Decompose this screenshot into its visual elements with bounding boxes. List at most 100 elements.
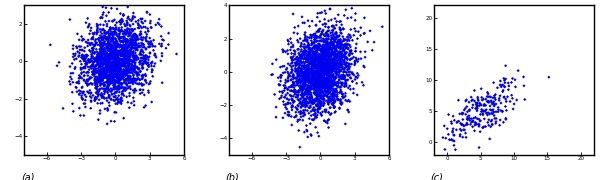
Point (112, 44, 122, 47)
Point (309, 77, 319, 80)
Point (115, 35, 124, 38)
Point (99, 48, 109, 51)
Point (127, 65, 136, 68)
Point (109, 38, 118, 41)
Point (290, 50, 300, 53)
Point (93, 61, 103, 64)
Point (314, 84, 323, 86)
Point (343, 109, 353, 111)
Point (335, 38, 345, 41)
Point (314, 82, 323, 85)
Point (120, 73, 130, 76)
Point (455, 135, 465, 138)
Point (493, 110, 503, 113)
Point (113, 56, 122, 59)
Point (301, 35, 310, 38)
Point (132, 35, 142, 38)
Point (113, 35, 123, 38)
Point (323, 102, 333, 104)
Point (114, 77, 124, 80)
Point (121, 48, 130, 51)
Point (304, 80, 313, 83)
Point (103, 63, 112, 66)
Point (131, 47, 141, 50)
Point (100, 88, 109, 91)
Point (91, 87, 101, 90)
Point (335, 55, 344, 58)
Point (116, 63, 126, 66)
Point (305, 51, 314, 54)
Point (304, 76, 313, 79)
Point (316, 63, 325, 66)
Point (316, 61, 325, 64)
Point (130, 87, 140, 90)
Point (316, 89, 325, 92)
Point (331, 53, 341, 55)
Point (295, 57, 304, 60)
Point (127, 60, 137, 63)
Point (302, 65, 312, 68)
Point (81, 56, 91, 59)
Point (310, 69, 319, 72)
Point (292, 56, 301, 59)
Point (125, 67, 135, 69)
Point (125, 30, 134, 33)
Point (343, 86, 353, 89)
Point (350, 27, 359, 30)
Point (310, 91, 320, 94)
Point (339, 38, 349, 40)
Point (79, 66, 88, 69)
Point (115, 49, 125, 52)
Point (148, 42, 157, 45)
Point (452, 128, 461, 131)
Point (310, 41, 319, 44)
Point (335, 43, 344, 46)
Point (115, 71, 124, 74)
Point (291, 91, 301, 93)
Point (122, 23, 131, 26)
Point (103, 83, 113, 86)
Point (106, 82, 115, 85)
Point (126, 46, 136, 49)
Point (337, 77, 346, 80)
Point (101, 56, 111, 59)
Point (127, 34, 137, 37)
Point (308, 71, 317, 74)
Point (331, 50, 340, 53)
Point (321, 111, 331, 113)
Point (127, 51, 137, 54)
Point (316, 81, 325, 84)
Point (124, 58, 134, 61)
Point (89, 70, 98, 73)
Point (124, 68, 134, 71)
Point (339, 75, 349, 78)
Point (331, 53, 341, 56)
Point (309, 64, 319, 67)
Point (117, 52, 127, 55)
Point (336, 58, 346, 61)
Point (484, 101, 493, 104)
Point (99, 66, 109, 69)
Point (113, 53, 122, 55)
Point (139, 57, 148, 60)
Point (318, 78, 328, 81)
Point (109, 68, 119, 70)
Point (82, 82, 92, 85)
Point (92, 60, 101, 63)
Point (302, 79, 312, 82)
Point (323, 85, 333, 88)
Point (332, 59, 342, 62)
Point (312, 59, 322, 62)
Point (323, 87, 332, 90)
Point (100, 84, 110, 86)
Point (467, 121, 476, 124)
Point (306, 93, 316, 96)
Point (310, 44, 319, 47)
Point (312, 73, 322, 76)
Point (327, 51, 337, 54)
Point (98, 52, 107, 55)
Point (347, 80, 357, 83)
Point (126, 87, 136, 90)
Point (108, 61, 118, 64)
Point (305, 62, 315, 65)
